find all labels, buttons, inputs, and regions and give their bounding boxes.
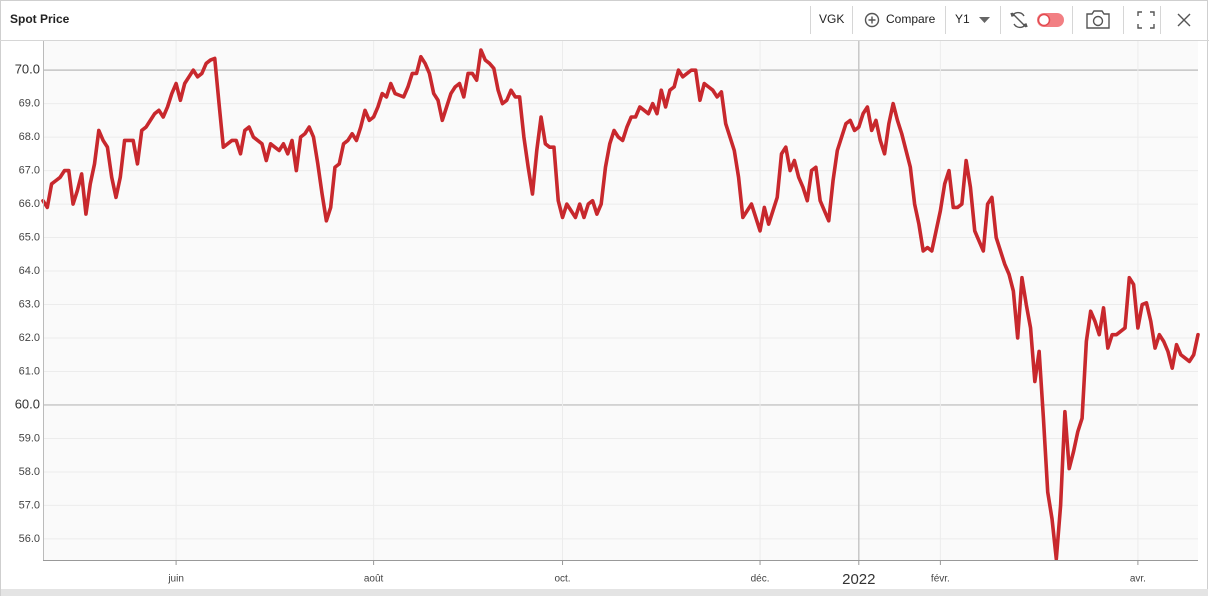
y-tick-label: 59.0	[19, 432, 40, 444]
camera-lens	[1092, 15, 1104, 27]
ticker[interactable]: VGK	[819, 12, 844, 26]
y-tick-label: 68.0	[19, 131, 40, 143]
y-tick-label: 63.0	[19, 298, 40, 310]
x-tick-label: avr.	[1130, 574, 1146, 585]
period-label: Y1	[955, 12, 970, 26]
sync-icon[interactable]	[1010, 11, 1028, 29]
dropdown-arrow	[979, 17, 990, 23]
fullscreen-glyph	[1137, 11, 1155, 29]
y-tick-label: 57.0	[19, 499, 40, 511]
x-tick-label: août	[364, 574, 384, 585]
fullscreen-button[interactable]	[1137, 11, 1155, 29]
y-tick-label: 64.0	[19, 265, 40, 277]
y-tick-label: 58.0	[19, 466, 40, 478]
sync-glyph	[1010, 11, 1028, 29]
panel-title: Spot Price	[10, 12, 70, 26]
toggle[interactable]	[1037, 13, 1064, 27]
y-tick-label: 70.0	[15, 62, 40, 77]
plus-icon-cross	[868, 16, 876, 24]
y-tick-label: 65.0	[19, 231, 40, 243]
y-tick-label: 61.0	[19, 365, 40, 377]
y-tick-label: 56.0	[19, 533, 40, 545]
x-tick-label: juin	[167, 574, 184, 585]
x-tick-label: févr.	[931, 574, 950, 585]
y-tick-label: 69.0	[19, 98, 40, 110]
period-select[interactable]: Y1	[955, 12, 990, 26]
close-glyph	[1177, 13, 1191, 27]
close-button[interactable]	[1177, 13, 1191, 27]
grid	[43, 41, 1198, 560]
marks	[41, 48, 1200, 561]
y-tick-label: 60.0	[15, 396, 40, 411]
toggle-knob	[1037, 13, 1051, 27]
x-tick-label: oct.	[554, 574, 570, 585]
compare-label: Compare	[886, 12, 936, 26]
compare-button[interactable]: Compare	[864, 12, 936, 28]
bottom-strip	[1, 589, 1208, 596]
camera-body	[1086, 10, 1110, 29]
price-line	[41, 48, 1200, 561]
camera-button[interactable]	[1086, 10, 1110, 29]
y-tick-label: 67.0	[19, 164, 40, 176]
plot-area	[43, 41, 1198, 560]
x-tick-label: 2022	[842, 571, 875, 588]
y-tick-label: 62.0	[19, 332, 40, 344]
x-tick-label: déc.	[751, 574, 770, 585]
y-tick-label: 66.0	[19, 198, 40, 210]
plus-icon	[864, 12, 880, 28]
